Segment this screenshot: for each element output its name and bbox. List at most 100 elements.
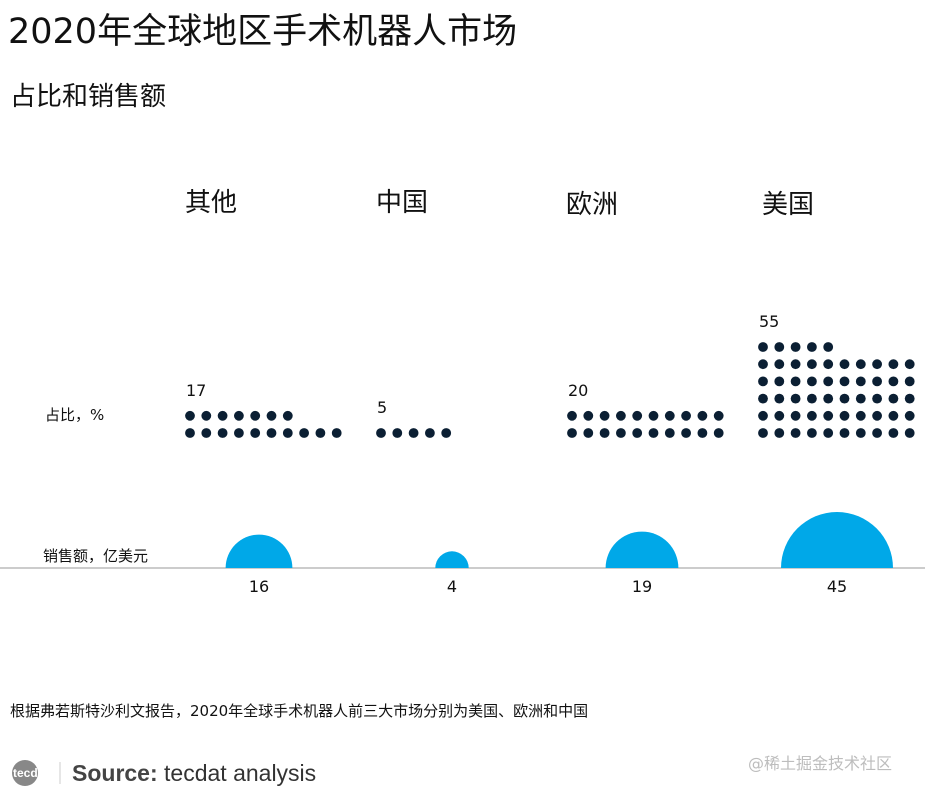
share-dot-europe-10 — [567, 410, 577, 421]
share-dot-usa-47 — [872, 359, 882, 370]
share-dot-europe-6 — [664, 428, 675, 438]
share-dot-europe-7 — [681, 428, 691, 438]
source-credit: Source: tecdat analysis — [72, 758, 316, 788]
share-dot-usa-1 — [774, 428, 785, 438]
watermark: @稀土掘金技术社区 — [748, 754, 893, 773]
sales-value-label-usa: 45 — [827, 577, 847, 596]
share-dot-usa-15 — [839, 410, 850, 421]
share-dot-china-4 — [441, 428, 452, 438]
share-dot-usa-22 — [790, 393, 801, 404]
share-dot-usa-12 — [790, 410, 801, 421]
share-dot-other-12 — [217, 410, 228, 421]
chart-plot: 17 5 20 55 16 4 19 45 — [0, 312, 925, 596]
share-dot-usa-28 — [888, 393, 899, 404]
share-dot-usa-0 — [758, 428, 768, 438]
sales-value-label-europe: 19 — [632, 577, 652, 596]
sales-bubbles — [225, 512, 893, 568]
share-dot-usa-35 — [839, 376, 850, 387]
share-dot-other-14 — [250, 410, 261, 421]
share-dot-europe-15 — [648, 410, 659, 421]
share-value-label-europe: 20 — [568, 381, 588, 400]
share-dot-europe-14 — [632, 410, 643, 421]
share-dot-europe-19 — [713, 410, 724, 421]
share-dot-usa-27 — [872, 393, 882, 404]
source-text: tecdat analysis — [164, 760, 317, 786]
share-dot-other-0 — [185, 428, 195, 438]
share-dot-europe-4 — [632, 428, 643, 438]
share-dot-europe-16 — [664, 410, 675, 421]
share-dot-usa-30 — [758, 376, 768, 387]
share-value-label-usa: 55 — [759, 312, 779, 331]
share-dot-usa-6 — [855, 428, 866, 438]
share-dot-usa-20 — [758, 393, 768, 404]
share-dot-usa-39 — [904, 376, 915, 387]
sales-row-label: 销售额，亿美元 — [43, 547, 149, 565]
sales-value-label-china: 4 — [447, 577, 457, 596]
share-dot-usa-45 — [839, 359, 850, 370]
share-dot-usa-23 — [807, 393, 817, 404]
share-dot-europe-2 — [599, 428, 610, 438]
share-dot-other-7 — [299, 428, 309, 438]
value-labels: 17 5 20 55 16 4 19 45 — [186, 312, 847, 596]
share-dot-other-2 — [217, 428, 228, 438]
sales-bubble-europe — [605, 531, 679, 568]
share-dot-usa-49 — [904, 359, 915, 370]
share-dot-usa-37 — [872, 376, 882, 387]
share-dot-usa-26 — [855, 393, 866, 404]
share-dot-europe-13 — [616, 410, 626, 421]
share-dot-usa-31 — [774, 376, 785, 387]
share-dot-other-11 — [201, 410, 212, 421]
sales-bubble-other — [225, 534, 293, 568]
share-dot-other-4 — [250, 428, 261, 438]
share-dot-other-10 — [185, 410, 195, 421]
share-dot-china-1 — [392, 428, 403, 438]
share-dot-china-0 — [376, 428, 386, 438]
share-dot-europe-11 — [583, 410, 594, 421]
category-label-china: 中国 — [376, 188, 429, 218]
sales-bubble-china — [435, 551, 469, 568]
share-dot-other-13 — [234, 410, 244, 421]
share-dot-europe-5 — [648, 428, 659, 438]
share-dot-usa-24 — [823, 393, 834, 404]
category-label-europe: 欧洲 — [566, 190, 619, 220]
category-label-other: 其他 — [185, 188, 238, 218]
share-dot-europe-12 — [599, 410, 610, 421]
chart-title: 2020年全球地区手术机器人市场 — [8, 12, 518, 52]
share-dot-other-9 — [331, 428, 342, 438]
share-dot-usa-41 — [774, 359, 785, 370]
source-label: Source: — [72, 760, 158, 786]
share-dot-other-1 — [201, 428, 212, 438]
share-dot-china-3 — [425, 428, 435, 438]
share-dot-usa-44 — [823, 359, 834, 370]
share-dot-usa-40 — [758, 359, 768, 370]
share-dot-europe-1 — [583, 428, 594, 438]
share-dot-usa-4 — [823, 428, 834, 438]
share-dot-europe-8 — [697, 428, 708, 438]
share-dot-usa-2 — [790, 428, 801, 438]
share-dot-usa-21 — [774, 393, 785, 404]
share-dot-usa-34 — [823, 376, 834, 387]
share-dot-other-15 — [266, 410, 277, 421]
share-dot-usa-10 — [758, 410, 768, 421]
share-row-label: 占比，% — [45, 406, 105, 424]
share-dot-usa-7 — [872, 428, 882, 438]
share-dot-usa-51 — [774, 342, 785, 352]
logo-text: tecdat — [13, 766, 48, 780]
share-dot-europe-3 — [616, 428, 626, 438]
share-dot-other-8 — [315, 428, 326, 438]
share-dot-usa-33 — [807, 376, 817, 387]
share-dot-usa-46 — [855, 359, 866, 370]
share-dot-usa-32 — [790, 376, 801, 387]
share-dot-usa-43 — [807, 359, 817, 370]
share-dot-usa-42 — [790, 359, 801, 370]
share-dots — [185, 342, 915, 438]
share-dot-usa-17 — [872, 410, 882, 421]
share-dot-usa-25 — [839, 393, 850, 404]
share-dot-china-2 — [408, 428, 419, 438]
share-value-label-china: 5 — [377, 398, 387, 417]
share-dot-usa-29 — [904, 393, 915, 404]
share-dot-europe-9 — [713, 428, 724, 438]
share-dot-usa-16 — [855, 410, 866, 421]
share-dot-usa-36 — [855, 376, 866, 387]
share-dot-usa-14 — [823, 410, 834, 421]
